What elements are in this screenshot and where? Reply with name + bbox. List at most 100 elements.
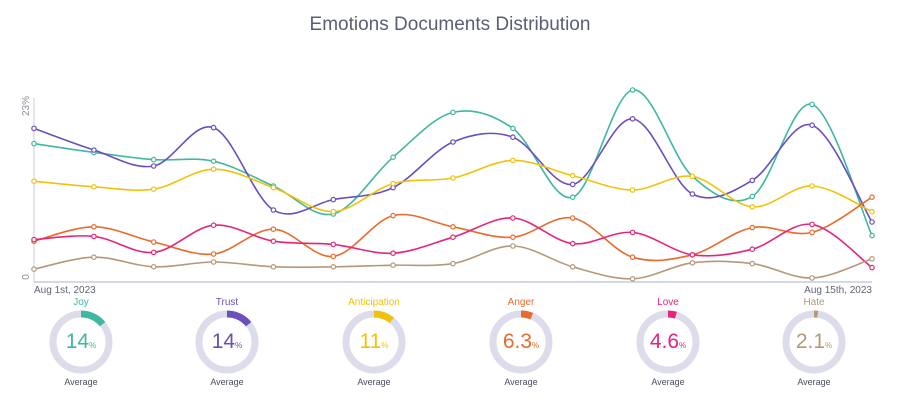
gauge-label-joy: Joy bbox=[73, 297, 89, 308]
y-axis-min-label: 0 bbox=[21, 274, 32, 280]
data-point-anger-14 bbox=[809, 229, 815, 236]
data-point-joy-1 bbox=[31, 140, 37, 147]
gauge-unit-anger: % bbox=[532, 341, 540, 350]
series-line-hate bbox=[33, 245, 873, 280]
data-point-trust-2 bbox=[91, 147, 97, 153]
data-point-anger-8 bbox=[450, 224, 456, 230]
gauge-love: Love 4.6% Average bbox=[623, 296, 713, 387]
data-point-hate-13 bbox=[749, 260, 756, 267]
data-point-anger-5 bbox=[270, 226, 277, 233]
gauge-ring-trust: 14% bbox=[194, 309, 260, 375]
data-point-anger-9 bbox=[510, 234, 516, 241]
data-point-trust-6 bbox=[330, 196, 337, 203]
data-point-anger-10 bbox=[569, 215, 576, 221]
gauge-anticipation: Anticipation 11% Average bbox=[329, 296, 419, 387]
gauge-number-hate: 2.1 bbox=[795, 330, 826, 353]
data-point-love-14 bbox=[809, 221, 815, 228]
data-point-joy-8 bbox=[450, 109, 456, 116]
data-point-trust-11 bbox=[629, 116, 636, 122]
data-point-hate-9 bbox=[510, 243, 516, 249]
data-point-love-5 bbox=[270, 238, 277, 245]
gauge-arc-anger bbox=[489, 310, 553, 374]
series-line-trust bbox=[33, 117, 873, 223]
gauge-arc-anticipation bbox=[342, 310, 406, 374]
data-point-love-6 bbox=[330, 241, 337, 248]
gauge-hate: Hate 2.1% Average bbox=[769, 296, 859, 387]
data-point-trust-15 bbox=[869, 219, 875, 225]
data-point-anticipation-14 bbox=[809, 183, 815, 189]
gauge-ring-love: 4.6% bbox=[635, 309, 701, 375]
data-point-anticipation-12 bbox=[689, 173, 696, 180]
data-point-anger-3 bbox=[150, 239, 157, 245]
data-point-joy-14 bbox=[809, 101, 815, 108]
data-point-trust-12 bbox=[689, 191, 696, 197]
data-point-trust-10 bbox=[569, 181, 576, 188]
gauge-unit-anticipation: % bbox=[381, 341, 389, 350]
gauge-number-anger: 6.3 bbox=[502, 330, 533, 353]
data-point-trust-14 bbox=[809, 122, 815, 129]
data-point-hate-3 bbox=[150, 263, 157, 270]
data-point-hate-11 bbox=[629, 275, 636, 282]
gauge-arc-trust bbox=[195, 310, 259, 374]
gauge-ring-anger: 6.3% bbox=[488, 309, 554, 375]
gauge-unit-hate: % bbox=[825, 341, 833, 350]
data-point-anticipation-8 bbox=[450, 175, 456, 181]
data-point-hate-15 bbox=[869, 255, 875, 262]
data-point-trust-13 bbox=[749, 177, 756, 184]
data-point-hate-5 bbox=[270, 263, 277, 270]
gauge-number-joy: 14 bbox=[65, 330, 90, 353]
data-point-anticipation-5 bbox=[270, 184, 277, 191]
gauge-label-trust: Trust bbox=[215, 297, 239, 308]
data-point-hate-8 bbox=[450, 260, 456, 267]
gauge-label-love: Love bbox=[657, 297, 679, 308]
gauge-caption-joy: Average bbox=[64, 377, 98, 387]
data-point-anticipation-2 bbox=[91, 184, 97, 190]
data-point-anticipation-15 bbox=[869, 208, 875, 215]
data-point-anticipation-7 bbox=[390, 180, 396, 187]
data-point-love-7 bbox=[390, 250, 396, 257]
data-point-anger-11 bbox=[629, 254, 636, 261]
gauge-arc-love bbox=[636, 310, 700, 374]
gauge-joy: Joy 14% Average bbox=[36, 296, 126, 387]
data-point-trust-5 bbox=[270, 207, 277, 213]
chart-points bbox=[31, 87, 875, 282]
series-line-anticipation bbox=[33, 159, 873, 213]
gauge-label-hate: Hate bbox=[803, 297, 825, 308]
data-point-love-4 bbox=[210, 222, 217, 229]
gauge-caption-anticipation: Average bbox=[357, 377, 391, 387]
data-point-anger-13 bbox=[749, 224, 756, 231]
data-point-joy-11 bbox=[629, 87, 636, 93]
data-point-anger-6 bbox=[330, 253, 337, 260]
data-point-love-12 bbox=[689, 252, 696, 258]
x-axis-start-label: Aug 1st, 2023 bbox=[34, 285, 96, 296]
data-point-hate-14 bbox=[809, 275, 815, 281]
y-axis-max-label: 23% bbox=[21, 96, 32, 116]
gauge-number-anticipation: 11 bbox=[359, 330, 382, 353]
gauge-value-hate: 2.1% bbox=[781, 309, 847, 375]
data-point-hate-7 bbox=[390, 262, 396, 269]
data-point-love-10 bbox=[569, 240, 576, 247]
gauge-value-anger: 6.3% bbox=[488, 309, 554, 375]
data-point-trust-4 bbox=[210, 124, 217, 131]
data-point-anticipation-13 bbox=[749, 204, 756, 210]
gauge-anger: Anger 6.3% Average bbox=[476, 296, 566, 387]
chart-title: Emotions Documents Distribution bbox=[309, 14, 591, 35]
data-point-joy-3 bbox=[150, 156, 157, 163]
data-point-love-15 bbox=[869, 264, 875, 271]
data-point-love-8 bbox=[450, 234, 456, 241]
data-point-trust-3 bbox=[150, 163, 157, 169]
data-point-anticipation-10 bbox=[569, 172, 576, 179]
data-point-anger-2 bbox=[91, 224, 97, 230]
gauge-ring-joy: 14% bbox=[48, 309, 114, 375]
data-point-anticipation-9 bbox=[510, 157, 516, 164]
gauge-trust: Trust 14% Average bbox=[182, 296, 272, 387]
x-axis-end-label: Aug 15th, 2023 bbox=[804, 285, 872, 296]
data-point-love-11 bbox=[629, 229, 636, 236]
gauge-caption-hate: Average bbox=[797, 377, 831, 387]
data-point-anticipation-11 bbox=[629, 187, 636, 193]
data-point-joy-9 bbox=[510, 125, 516, 132]
data-point-hate-6 bbox=[330, 263, 337, 270]
gauge-ring-hate: 2.1% bbox=[781, 309, 847, 375]
